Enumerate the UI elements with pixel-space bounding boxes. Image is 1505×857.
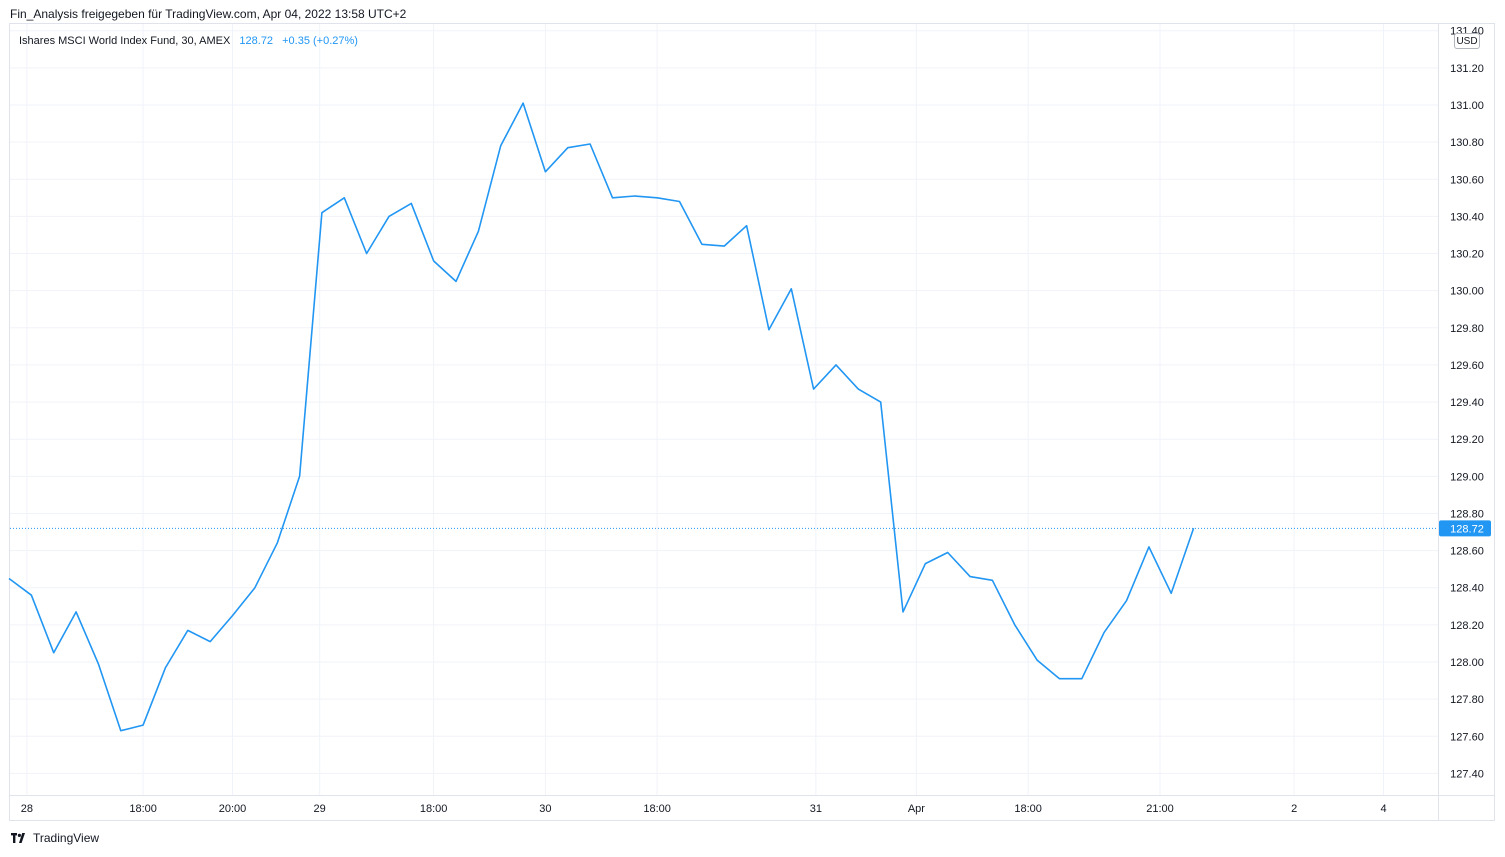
time-tick-label: 30 [539, 803, 551, 815]
price-series-line [8, 102, 1195, 732]
price-tick-label: 130.40 [1450, 211, 1484, 223]
change-value: +0.35 (+0.27%) [282, 35, 358, 47]
last-price-tag-label: 128.72 [1450, 523, 1484, 535]
price-tick-label: 129.20 [1450, 434, 1484, 446]
time-tick-label: 31 [810, 803, 822, 815]
time-tick-label: 21:00 [1146, 803, 1174, 815]
price-tick-label: 131.00 [1450, 100, 1484, 112]
tradingview-logo[interactable]: TradingView [11, 831, 99, 845]
price-tick-label: 131.20 [1450, 63, 1484, 75]
chart-frame[interactable] [9, 23, 1495, 821]
price-tick-label: 130.60 [1450, 174, 1484, 186]
price-tick-label: 128.40 [1450, 583, 1484, 595]
price-tick-label: 130.20 [1450, 249, 1484, 261]
tradingview-brand: TradingView [33, 831, 100, 845]
price-tick-label: 130.00 [1450, 286, 1484, 298]
price-tick-label: 128.00 [1450, 657, 1484, 669]
price-axis[interactable]: 127.40 127.60 127.80 128.00 128.20 128.40 128.… [1450, 26, 1484, 781]
time-tick-label: 29 [314, 803, 326, 815]
price-tick-label: 130.80 [1450, 137, 1484, 149]
price-tick-label: 127.60 [1450, 731, 1484, 743]
last-value: 128.72 [239, 35, 274, 47]
price-tick-label: 127.40 [1450, 768, 1484, 780]
price-tick-label: 127.80 [1450, 694, 1484, 706]
chart-grid [10, 24, 1438, 795]
price-tick-label: 128.20 [1450, 620, 1484, 632]
price-tick-label: 129.40 [1450, 397, 1484, 409]
time-tick-label: 18:00 [1014, 803, 1042, 815]
symbol-title: Ishares MSCI World Index Fund, 30, AMEX [19, 35, 231, 47]
last-price-tag: 128.72 [1439, 520, 1491, 537]
time-tick-label: Apr [908, 803, 925, 815]
price-tick-label: 128.80 [1450, 508, 1484, 520]
share-caption: Fin_Analysis freigegeben für TradingView… [10, 7, 407, 21]
time-tick-label: 4 [1380, 803, 1386, 815]
time-tick-label: 20:00 [219, 803, 247, 815]
price-tick-label: 129.80 [1450, 323, 1484, 335]
price-tick-label: 128.60 [1450, 546, 1484, 558]
last-price-tag-background [1439, 520, 1491, 537]
time-tick-label: 18:00 [129, 803, 157, 815]
time-axis[interactable]: 28 18:00 20:00 29 18:00 30 18:00 31 Apr 18:00 21:0… [21, 803, 1387, 815]
time-tick-label: 18:00 [643, 803, 671, 815]
symbol-legend[interactable]: Ishares MSCI World Index Fund, 30, AMEX … [19, 35, 358, 47]
time-tick-label: 2 [1291, 803, 1297, 815]
time-tick-label: 28 [21, 803, 33, 815]
time-tick-label: 18:00 [420, 803, 448, 815]
price-tick-label: 129.00 [1450, 471, 1484, 483]
currency-button[interactable]: USD [1454, 33, 1480, 49]
price-tick-label: 129.60 [1450, 360, 1484, 372]
tradingview-logo-icon [11, 833, 25, 843]
